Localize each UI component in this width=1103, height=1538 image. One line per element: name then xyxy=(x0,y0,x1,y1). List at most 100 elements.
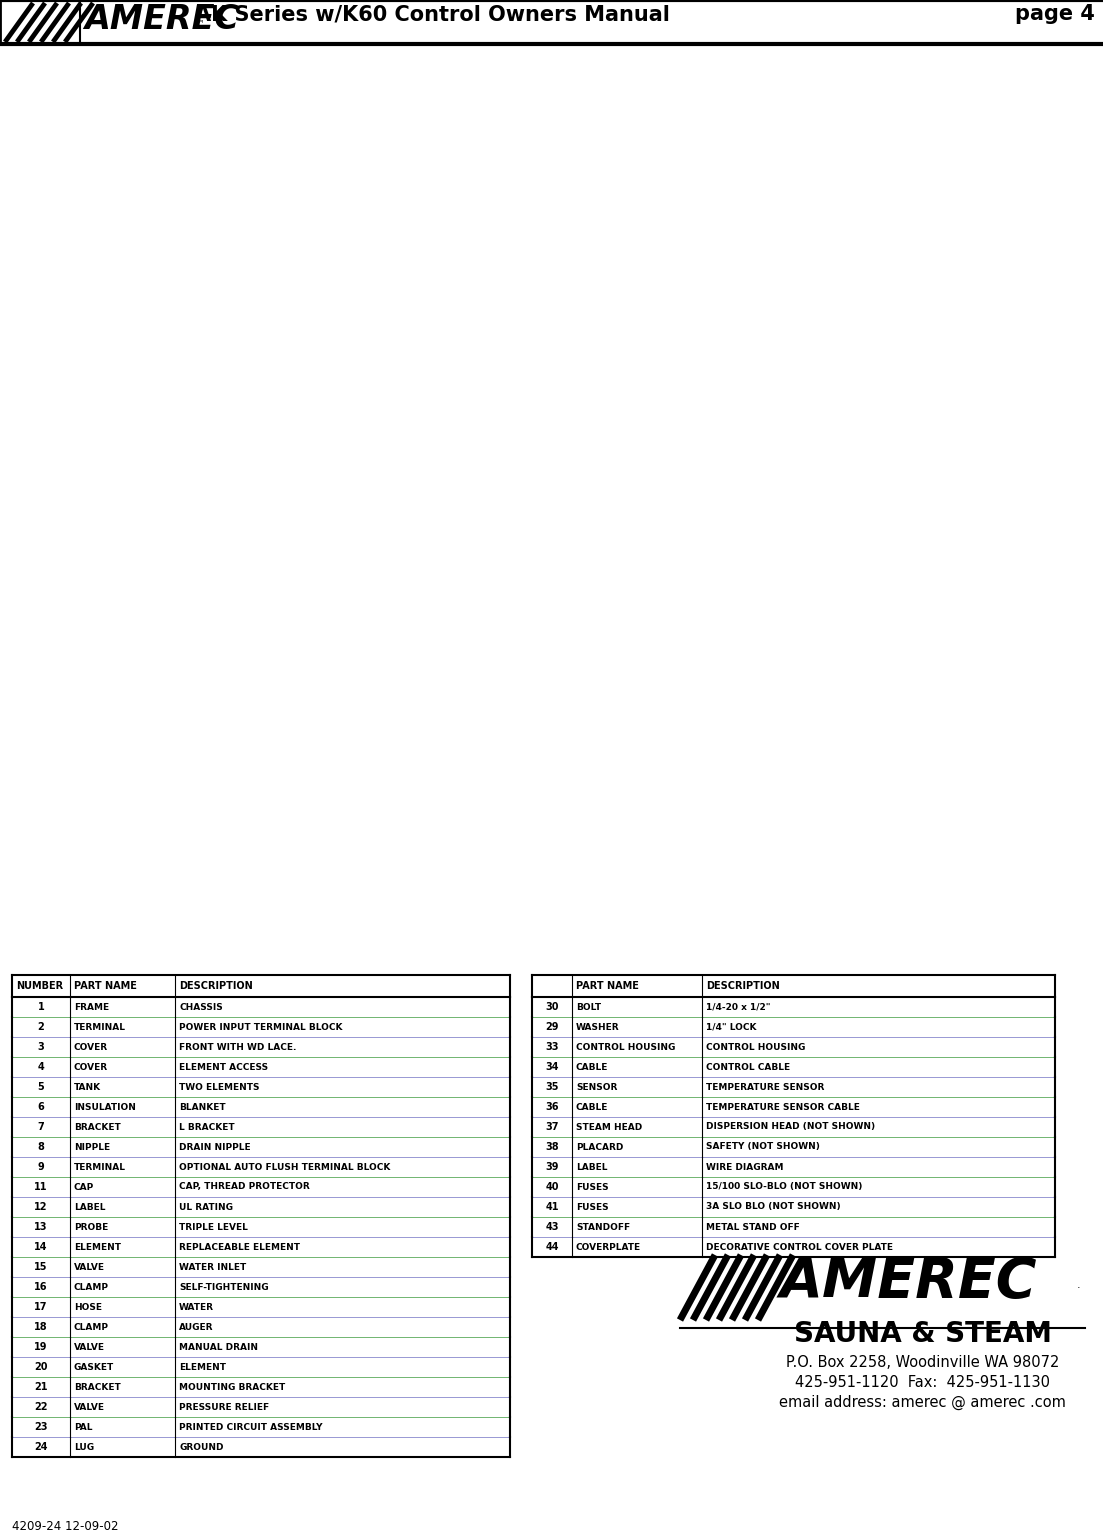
Text: 15: 15 xyxy=(34,1263,47,1272)
Text: OPTIONAL AUTO FLUSH TERMINAL BLOCK: OPTIONAL AUTO FLUSH TERMINAL BLOCK xyxy=(179,1163,390,1172)
Text: 34: 34 xyxy=(545,1063,559,1072)
Text: DESCRIPTION: DESCRIPTION xyxy=(706,981,780,990)
Text: 40: 40 xyxy=(545,1183,559,1192)
Text: WASHER: WASHER xyxy=(576,1023,620,1032)
Text: 35: 35 xyxy=(545,1083,559,1092)
Text: CABLE: CABLE xyxy=(576,1063,609,1072)
Text: 1/4" LOCK: 1/4" LOCK xyxy=(706,1023,757,1032)
Text: page 4: page 4 xyxy=(1015,5,1095,25)
Text: REPLACEABLE ELEMENT: REPLACEABLE ELEMENT xyxy=(179,1243,300,1252)
Text: TRIPLE LEVEL: TRIPLE LEVEL xyxy=(179,1223,248,1232)
Text: 1: 1 xyxy=(38,1001,44,1012)
Text: 39: 39 xyxy=(545,1163,559,1172)
Text: 24: 24 xyxy=(34,1443,47,1452)
Text: 15/100 SLO-BLO (NOT SHOWN): 15/100 SLO-BLO (NOT SHOWN) xyxy=(706,1183,863,1192)
Text: P.O. Box 2258, Woodinville WA 98072: P.O. Box 2258, Woodinville WA 98072 xyxy=(785,1355,1059,1370)
Text: SAUNA & STEAM: SAUNA & STEAM xyxy=(793,1320,1051,1347)
Text: METAL STAND OFF: METAL STAND OFF xyxy=(706,1223,800,1232)
Text: 22: 22 xyxy=(34,1403,47,1412)
Text: MOUNTING BRACKET: MOUNTING BRACKET xyxy=(179,1383,286,1392)
Text: 43: 43 xyxy=(545,1223,559,1232)
Text: SENSOR: SENSOR xyxy=(576,1083,618,1092)
Text: LABEL: LABEL xyxy=(74,1203,106,1212)
Text: 5: 5 xyxy=(38,1083,44,1092)
Text: DRAIN NIPPLE: DRAIN NIPPLE xyxy=(179,1143,250,1152)
Text: TWO ELEMENTS: TWO ELEMENTS xyxy=(179,1083,259,1092)
Text: AK Series w/K60 Control Owners Manual: AK Series w/K60 Control Owners Manual xyxy=(195,5,670,25)
Text: WATER: WATER xyxy=(179,1303,214,1312)
Text: TERMINAL: TERMINAL xyxy=(74,1163,126,1172)
Bar xyxy=(0,960,1103,1510)
Text: CABLE: CABLE xyxy=(576,1103,609,1112)
Text: ELEMENT ACCESS: ELEMENT ACCESS xyxy=(179,1063,268,1072)
Text: CONTROL CABLE: CONTROL CABLE xyxy=(706,1063,790,1072)
Text: CONTROL HOUSING: CONTROL HOUSING xyxy=(576,1043,675,1052)
Text: 30: 30 xyxy=(545,1001,559,1012)
Text: NIPPLE: NIPPLE xyxy=(74,1143,110,1152)
Text: FRAME: FRAME xyxy=(74,1003,109,1012)
Text: BRACKET: BRACKET xyxy=(74,1383,120,1392)
Text: PAL: PAL xyxy=(74,1423,93,1432)
Text: VALVE: VALVE xyxy=(74,1403,105,1412)
Text: 41: 41 xyxy=(545,1203,559,1212)
Text: VALVE: VALVE xyxy=(74,1263,105,1272)
Text: 7: 7 xyxy=(38,1123,44,1132)
Text: ™: ™ xyxy=(195,18,205,28)
Text: AMEREC: AMEREC xyxy=(84,3,239,35)
Text: CAP: CAP xyxy=(74,1183,94,1192)
Text: AMEREC: AMEREC xyxy=(780,1255,1038,1309)
Text: SAFETY (NOT SHOWN): SAFETY (NOT SHOWN) xyxy=(706,1143,820,1152)
Text: 6: 6 xyxy=(38,1103,44,1112)
Text: 20: 20 xyxy=(34,1363,47,1372)
Text: FUSES: FUSES xyxy=(576,1203,609,1212)
Text: NUMBER: NUMBER xyxy=(17,981,63,990)
Text: CLAMP: CLAMP xyxy=(74,1323,109,1332)
Text: WIRE DIAGRAM: WIRE DIAGRAM xyxy=(706,1163,783,1172)
Text: 44: 44 xyxy=(545,1243,559,1252)
Bar xyxy=(0,0,1103,45)
Text: 11: 11 xyxy=(34,1183,47,1192)
Text: HOSE: HOSE xyxy=(74,1303,101,1312)
Text: 3: 3 xyxy=(38,1043,44,1052)
Text: 2: 2 xyxy=(38,1021,44,1032)
Text: BLANKET: BLANKET xyxy=(179,1103,226,1112)
Text: 21: 21 xyxy=(34,1383,47,1392)
Text: PROBE: PROBE xyxy=(74,1223,108,1232)
Text: .: . xyxy=(1077,1280,1080,1290)
Text: PART NAME: PART NAME xyxy=(576,981,639,990)
Text: 17: 17 xyxy=(34,1303,47,1312)
Text: CHASSIS: CHASSIS xyxy=(179,1003,223,1012)
Text: 36: 36 xyxy=(545,1103,559,1112)
Text: PRINTED CIRCUIT ASSEMBLY: PRINTED CIRCUIT ASSEMBLY xyxy=(179,1423,322,1432)
Text: 38: 38 xyxy=(545,1143,559,1152)
Text: TEMPERATURE SENSOR CABLE: TEMPERATURE SENSOR CABLE xyxy=(706,1103,860,1112)
Text: CONTROL HOUSING: CONTROL HOUSING xyxy=(706,1043,805,1052)
Text: 9: 9 xyxy=(38,1163,44,1172)
Text: TERMINAL: TERMINAL xyxy=(74,1023,126,1032)
Text: BOLT: BOLT xyxy=(576,1003,601,1012)
Text: POWER INPUT TERMINAL BLOCK: POWER INPUT TERMINAL BLOCK xyxy=(179,1023,343,1032)
Bar xyxy=(660,1250,1103,1480)
Text: INSULATION: INSULATION xyxy=(74,1103,136,1112)
Text: CLAMP: CLAMP xyxy=(74,1283,109,1292)
Text: DESCRIPTION: DESCRIPTION xyxy=(179,981,253,990)
Text: 4: 4 xyxy=(38,1063,44,1072)
Text: COVER: COVER xyxy=(74,1063,108,1072)
Text: LUG: LUG xyxy=(74,1443,94,1452)
Text: 16: 16 xyxy=(34,1283,47,1292)
Text: 33: 33 xyxy=(545,1043,559,1052)
Text: 12: 12 xyxy=(34,1203,47,1212)
Text: 29: 29 xyxy=(545,1021,559,1032)
Text: FUSES: FUSES xyxy=(576,1183,609,1192)
Text: UL RATING: UL RATING xyxy=(179,1203,233,1212)
Bar xyxy=(532,975,1054,1257)
Text: GROUND: GROUND xyxy=(179,1443,224,1452)
Text: VALVE: VALVE xyxy=(74,1343,105,1352)
Text: L BRACKET: L BRACKET xyxy=(179,1123,235,1132)
Text: 4209-24 12-09-02: 4209-24 12-09-02 xyxy=(12,1520,118,1533)
Text: 1/4-20 x 1/2": 1/4-20 x 1/2" xyxy=(706,1003,771,1012)
Text: PRESSURE RELIEF: PRESSURE RELIEF xyxy=(179,1403,269,1412)
Text: TANK: TANK xyxy=(74,1083,101,1092)
Text: PART NAME: PART NAME xyxy=(74,981,137,990)
Text: 14: 14 xyxy=(34,1243,47,1252)
